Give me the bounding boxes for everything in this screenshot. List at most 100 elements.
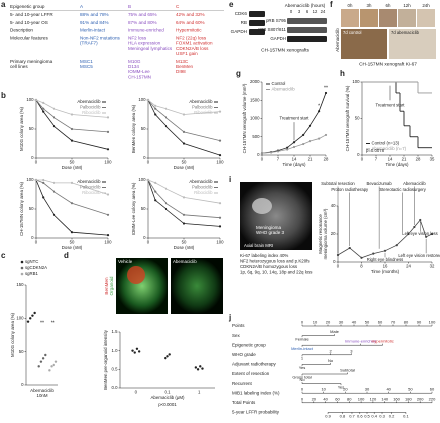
y-axis-label: CH-157MN colony area (%) xyxy=(19,182,24,236)
data-point xyxy=(106,213,110,216)
scale-label: 0.5 xyxy=(364,413,370,418)
x-axis-label: Abemaciclib xyxy=(30,388,54,393)
data-point xyxy=(182,213,186,216)
scale-label: 140 xyxy=(381,396,388,401)
data-point xyxy=(182,113,186,116)
scale-label: 0 xyxy=(301,396,304,401)
scale-label: 40 xyxy=(352,319,357,324)
data-point xyxy=(48,369,51,372)
data-point xyxy=(164,107,168,110)
scale-label: 20 xyxy=(326,319,331,324)
data-point xyxy=(70,231,74,234)
table-cell: A xyxy=(80,4,84,9)
table-cell: CDKN2A/B loss xyxy=(176,46,209,51)
image-label: WHO grade 3 xyxy=(256,230,285,235)
scale-label: 0.7 xyxy=(349,413,355,418)
level-label: Merlin-intact xyxy=(291,346,314,351)
x-tick-label: 50 xyxy=(182,240,187,245)
x-tick-label: 0.1 xyxy=(165,390,172,395)
row-label: Points xyxy=(232,323,245,328)
blot-caption: CH-157MN xenografts xyxy=(261,47,309,53)
data-point xyxy=(201,367,204,370)
panel-letter: d xyxy=(64,251,69,260)
data-point xyxy=(146,98,150,102)
x-tick-label: 0 xyxy=(337,264,340,269)
panel-letter: c xyxy=(1,251,6,260)
scale-label: 220 xyxy=(429,396,436,401)
data-point xyxy=(383,249,387,252)
level-label: No xyxy=(299,377,305,382)
data-point xyxy=(70,127,74,131)
data-point xyxy=(146,178,150,182)
data-point xyxy=(218,139,222,142)
y-tick-label: 100 xyxy=(26,177,34,182)
data-point xyxy=(218,225,222,228)
x-tick-label: 7 xyxy=(277,157,280,162)
lane-label: 12 xyxy=(313,9,318,14)
level-label: Immune-enriched xyxy=(345,339,376,344)
event-label: Proton radiotherapy xyxy=(331,187,369,192)
scale-label: 50 xyxy=(408,387,413,392)
data-point xyxy=(70,113,74,116)
legend-label: Abemaciclib xyxy=(189,179,213,184)
table-cell: Hypermitotic xyxy=(176,28,202,33)
table-cell: FOXM1 activation xyxy=(176,41,213,46)
row-label: Sex xyxy=(232,333,241,338)
time-label: 12h xyxy=(403,3,411,8)
x-axis-label: Time (days) xyxy=(385,162,409,167)
x-axis-label: Dose (nM) xyxy=(174,165,195,170)
image-label: Abemaciclib xyxy=(173,259,197,264)
data-point xyxy=(26,320,30,323)
data-point xyxy=(430,232,434,236)
blot-band xyxy=(287,36,327,42)
legend-label: Abemaciclib xyxy=(189,99,213,104)
data-point xyxy=(54,360,58,363)
scale-label: 0.2 xyxy=(389,413,395,418)
row-label: Primary meningioma xyxy=(10,59,53,64)
x-axis-label: Dose (nM) xyxy=(62,245,83,250)
table-cell: BenMen xyxy=(176,64,194,69)
data-point xyxy=(31,314,34,317)
y-tick-label: 20 xyxy=(331,231,336,236)
data-point xyxy=(308,140,312,143)
y-tick-label: 50 xyxy=(141,206,146,211)
image-caption: Axial brain MRI xyxy=(244,243,273,248)
data-point xyxy=(52,125,56,128)
note: CDKN2A/B homozygous loss xyxy=(240,264,298,269)
y-tick-label: 100 xyxy=(138,97,146,102)
table-cell: MSC1 xyxy=(80,59,93,64)
row-label: WHO grade xyxy=(232,352,256,357)
row-label: 5-year LFFR probability xyxy=(232,410,280,415)
data-point xyxy=(395,244,398,247)
data-point xyxy=(42,181,45,184)
x-tick-label: 21 xyxy=(402,157,407,162)
image-label: 7d abemaciclib xyxy=(391,30,420,35)
note: Ki-67 labeling index 40% xyxy=(240,253,288,258)
table-cell: 87% and 80% xyxy=(128,20,157,25)
x-tick-label: 14 xyxy=(292,157,297,162)
table-cell: 42% and 32% xyxy=(176,12,205,17)
scale-label: 160 xyxy=(393,396,400,401)
blot-band xyxy=(287,18,327,24)
y-tick-label: 50 xyxy=(355,116,360,121)
y-tick-label: 1500 xyxy=(250,97,260,102)
y-tick-label: 0 xyxy=(143,235,146,240)
y-tick-label: 0.0 xyxy=(112,385,119,390)
data-point xyxy=(419,218,422,222)
table-cell: CH-157MN xyxy=(128,74,151,79)
legend-label: Ribociclib xyxy=(194,110,213,115)
data-point xyxy=(218,202,222,205)
scale-label: 180 xyxy=(405,396,412,401)
p-value: p<0.0001 xyxy=(158,402,177,407)
table-cell: MSC5 xyxy=(80,64,93,69)
p-value: p=0.0078 xyxy=(366,148,385,153)
data-point xyxy=(137,350,141,353)
blot-label: RB xyxy=(241,20,247,25)
x-tick-label: 50 xyxy=(70,160,75,165)
data-point xyxy=(44,353,47,357)
scale-label: 0 xyxy=(301,387,304,392)
table-cell: Merlin-intact xyxy=(80,28,106,33)
panel-letter: b xyxy=(1,91,6,100)
y-tick-label: 1000 xyxy=(250,116,260,121)
significance: * xyxy=(318,104,320,110)
